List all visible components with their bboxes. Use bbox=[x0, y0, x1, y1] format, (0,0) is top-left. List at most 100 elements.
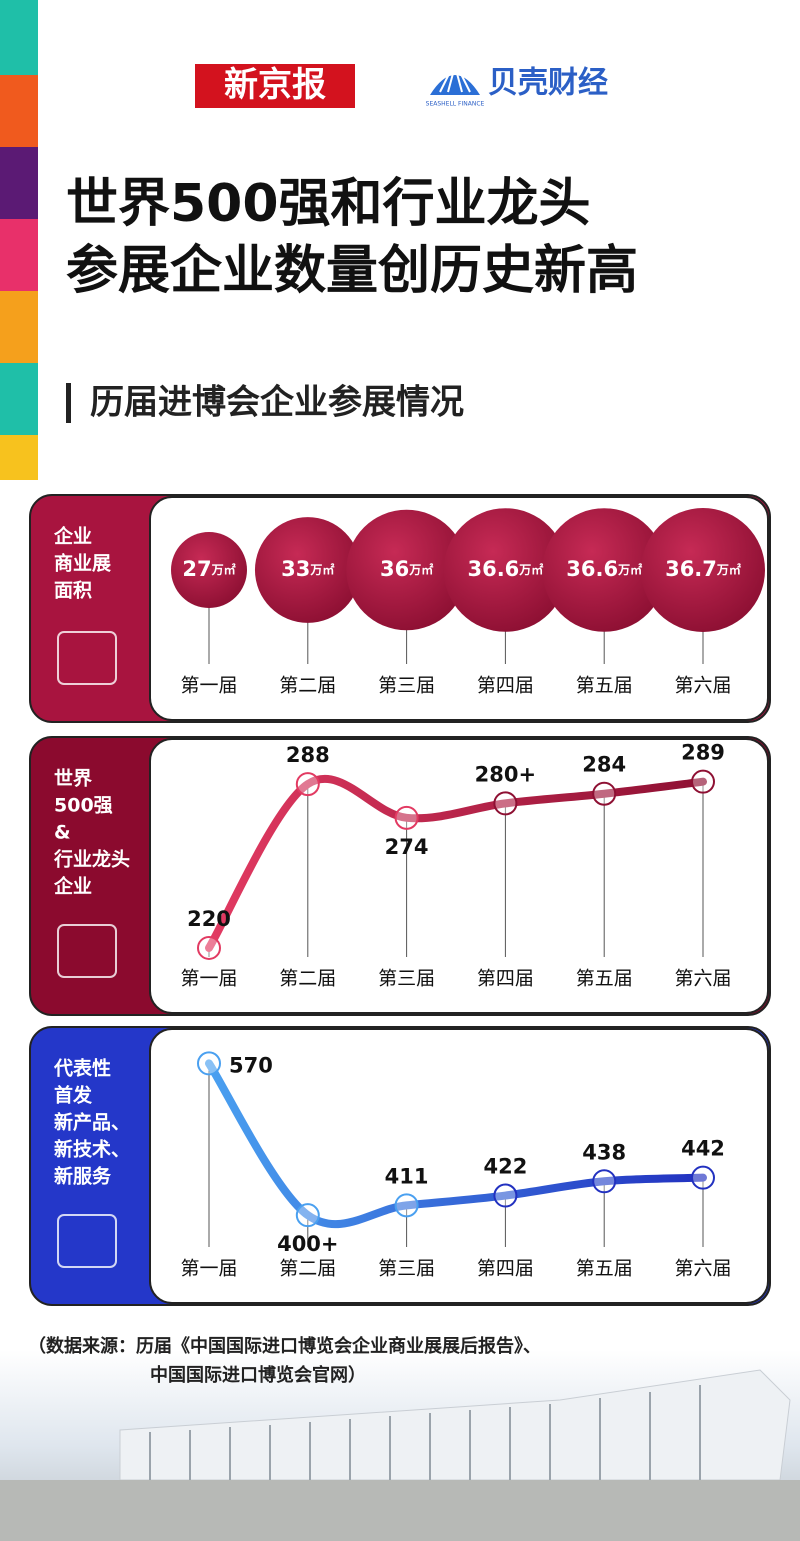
point bbox=[493, 791, 518, 816]
x-tick-label: 第六届 bbox=[674, 1258, 731, 1280]
x-tick-label: 第三届 bbox=[378, 675, 435, 697]
point bbox=[197, 1051, 221, 1076]
subtitle-bar bbox=[66, 383, 71, 423]
point bbox=[197, 935, 221, 960]
panel-label: 商业展 bbox=[54, 552, 111, 575]
panel-label: 新产品、 bbox=[54, 1111, 130, 1134]
value-label: 36.6万㎡ bbox=[566, 557, 642, 581]
value-label: 33万㎡ bbox=[281, 557, 334, 581]
x-tick-label: 第一届 bbox=[180, 1258, 237, 1280]
value-label: 274 bbox=[385, 835, 429, 859]
strip bbox=[0, 75, 38, 147]
unit: 万㎡ bbox=[617, 562, 642, 577]
x-tick-label: 第五届 bbox=[576, 675, 633, 697]
logo-right-sub: SEASHELL FINANCE bbox=[426, 101, 485, 108]
unit: 万㎡ bbox=[716, 562, 741, 577]
strip bbox=[0, 291, 38, 363]
title: 参展企业数量创历史新高 bbox=[66, 241, 638, 301]
value-label: 36万㎡ bbox=[380, 557, 433, 581]
value: 33 bbox=[281, 557, 310, 581]
panel-label: 企业 bbox=[53, 525, 92, 548]
logo-right: 贝壳财经 bbox=[488, 66, 608, 101]
value-label: 36.6万㎡ bbox=[467, 557, 543, 581]
strip bbox=[0, 147, 38, 219]
title: 世界500强和行业龙头 bbox=[66, 174, 591, 234]
value-label: 288 bbox=[286, 743, 330, 767]
unit: 万㎡ bbox=[211, 562, 236, 577]
panel-label: 代表性 bbox=[53, 1057, 111, 1080]
point bbox=[493, 1183, 518, 1208]
value-label: 280+ bbox=[475, 762, 536, 786]
line bbox=[205, 774, 707, 952]
x-tick-label: 第五届 bbox=[576, 968, 633, 990]
strip bbox=[0, 0, 38, 75]
x-tick-label: 第四届 bbox=[477, 1258, 534, 1280]
value: 36.6 bbox=[467, 557, 519, 581]
value-label: 284 bbox=[582, 753, 626, 777]
unit: 万㎡ bbox=[309, 562, 334, 577]
x-tick-label: 第四届 bbox=[477, 968, 534, 990]
logo-shell bbox=[430, 75, 480, 95]
line bbox=[205, 1059, 707, 1229]
value-label: 422 bbox=[483, 1155, 527, 1179]
source: 中国国际进口博览会官网） bbox=[150, 1364, 366, 1386]
value-label: 400+ bbox=[277, 1232, 338, 1256]
panel-label: 行业龙头 bbox=[53, 848, 130, 871]
panel-icon bbox=[57, 1214, 117, 1268]
value-label: 36.7万㎡ bbox=[665, 557, 741, 581]
strip bbox=[0, 435, 38, 480]
strip bbox=[0, 363, 38, 435]
x-tick-label: 第二届 bbox=[279, 968, 336, 990]
bubble bbox=[542, 508, 666, 632]
point bbox=[592, 781, 617, 806]
value-label: 411 bbox=[385, 1164, 429, 1188]
point bbox=[691, 769, 715, 794]
strip bbox=[0, 219, 38, 291]
x-tick-label: 第六届 bbox=[674, 968, 731, 990]
panel-icon bbox=[57, 631, 117, 685]
subtitle: 历届进博会企业参展情况 bbox=[90, 383, 464, 423]
plaza bbox=[0, 1480, 800, 1541]
logo-left: 新京报 bbox=[224, 65, 326, 105]
x-tick-label: 第二届 bbox=[279, 1258, 336, 1280]
x-tick-label: 第一届 bbox=[180, 968, 237, 990]
panel-inner bbox=[149, 1028, 769, 1304]
point bbox=[691, 1165, 715, 1190]
point bbox=[295, 772, 320, 797]
panel-icon bbox=[57, 924, 117, 978]
panel-label: 首发 bbox=[54, 1084, 93, 1107]
value-label: 27万㎡ bbox=[182, 557, 235, 581]
logo-box bbox=[195, 64, 355, 108]
value-label: 220 bbox=[187, 907, 231, 931]
value: 36.6 bbox=[566, 557, 618, 581]
value-label: 570 bbox=[229, 1053, 273, 1077]
panel-label: 企业 bbox=[53, 875, 92, 898]
panel-label: 面积 bbox=[54, 580, 92, 602]
x-tick-label: 第三届 bbox=[378, 968, 435, 990]
unit: 万㎡ bbox=[518, 562, 543, 577]
unit: 万㎡ bbox=[408, 562, 433, 577]
panel-inner bbox=[149, 738, 769, 1014]
point bbox=[592, 1169, 617, 1194]
x-tick-label: 第一届 bbox=[180, 675, 237, 697]
x-tick-label: 第二届 bbox=[279, 675, 336, 697]
bubble bbox=[254, 517, 361, 623]
x-tick-label: 第四届 bbox=[477, 675, 534, 697]
x-tick-label: 第三届 bbox=[378, 1258, 435, 1280]
x-tick-label: 第六届 bbox=[674, 675, 731, 697]
panel-label: 新服务 bbox=[54, 1165, 112, 1188]
bubble bbox=[443, 508, 568, 632]
point bbox=[295, 1203, 320, 1228]
panel-label: 新技术、 bbox=[54, 1138, 130, 1161]
value: 36 bbox=[380, 557, 409, 581]
value-label: 438 bbox=[582, 1140, 626, 1164]
bubble bbox=[171, 532, 247, 608]
point bbox=[394, 1193, 419, 1218]
value: 27 bbox=[182, 557, 211, 581]
panel-label: 世界 bbox=[54, 768, 92, 790]
bubble bbox=[346, 509, 467, 631]
bubble bbox=[641, 508, 765, 632]
point bbox=[394, 805, 419, 830]
logo-shell-lines bbox=[439, 59, 471, 93]
value-label: 442 bbox=[681, 1137, 725, 1161]
